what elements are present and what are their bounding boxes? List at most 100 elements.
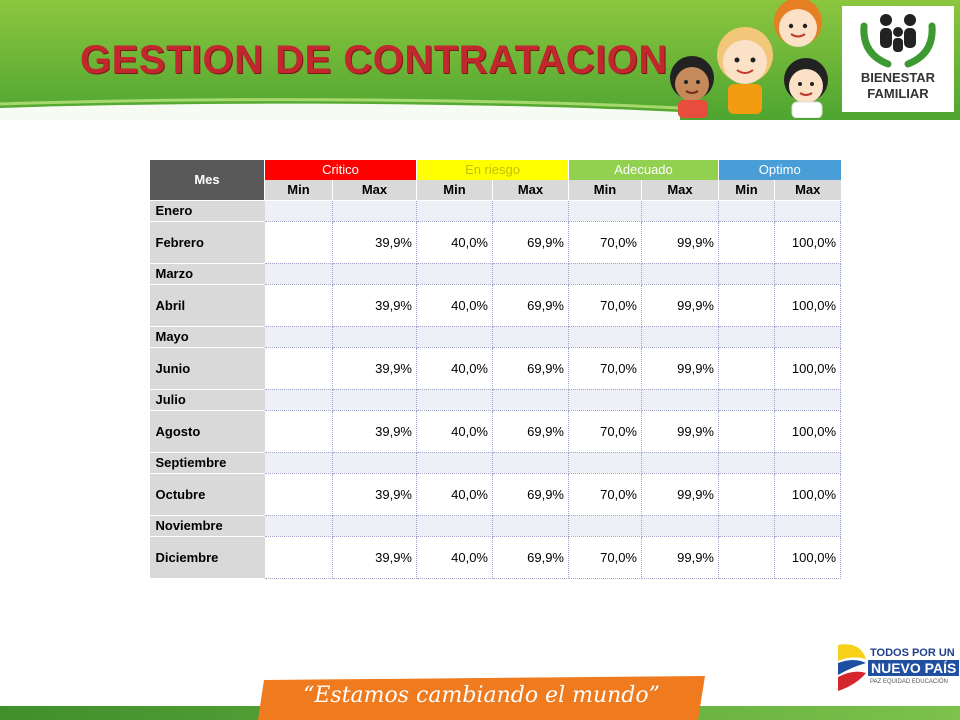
colombia-flag-icon	[838, 644, 866, 691]
value-cell	[568, 452, 642, 474]
value-cell	[492, 200, 569, 222]
max-header: Max	[641, 179, 719, 201]
value-cell: 69,9%	[492, 473, 569, 516]
value-cell: 100,0%	[774, 284, 841, 327]
header-band: GESTION DE CONTRATACION	[0, 0, 960, 120]
month-cell: Junio	[149, 347, 265, 390]
value-cell	[641, 452, 719, 474]
value-cell: 39,9%	[332, 221, 417, 264]
value-cell	[416, 452, 493, 474]
value-cell	[332, 263, 417, 285]
table-row: Enero	[149, 200, 841, 222]
table-row: Diciembre 39,9% 40,0% 69,9% 70,0% 99,9% …	[149, 536, 841, 579]
value-cell	[718, 452, 775, 474]
value-cell: 40,0%	[416, 221, 493, 264]
value-cell	[718, 263, 775, 285]
month-cell: Mayo	[149, 326, 265, 348]
min-header: Min	[718, 179, 775, 201]
category-header-en-riesgo: En riesgo	[416, 159, 569, 180]
value-cell: 100,0%	[774, 410, 841, 453]
value-cell	[264, 389, 333, 411]
value-cell	[264, 263, 333, 285]
value-cell: 40,0%	[416, 536, 493, 579]
table-row: Febrero 39,9% 40,0% 69,9% 70,0% 99,9% 10…	[149, 221, 841, 264]
value-cell: 39,9%	[332, 284, 417, 327]
value-cell	[264, 326, 333, 348]
value-cell	[264, 515, 333, 537]
value-cell: 39,9%	[332, 347, 417, 390]
table-row: Octubre 39,9% 40,0% 69,9% 70,0% 99,9% 10…	[149, 473, 841, 516]
min-header: Min	[568, 179, 642, 201]
value-cell	[774, 200, 841, 222]
value-cell: 99,9%	[641, 536, 719, 579]
value-cell	[416, 389, 493, 411]
month-cell: Septiembre	[149, 452, 265, 474]
value-cell	[416, 263, 493, 285]
gov-line-1: TODOS POR UN	[870, 647, 955, 659]
value-cell	[718, 326, 775, 348]
value-cell: 40,0%	[416, 284, 493, 327]
value-cell	[774, 263, 841, 285]
value-cell: 70,0%	[568, 536, 642, 579]
value-cell: 99,9%	[641, 473, 719, 516]
value-cell	[332, 452, 417, 474]
month-cell: Julio	[149, 389, 265, 411]
value-cell	[264, 200, 333, 222]
month-cell: Febrero	[149, 221, 265, 264]
value-cell	[264, 410, 333, 453]
logo-line-2: FAMILIAR	[867, 86, 929, 101]
value-cell: 40,0%	[416, 473, 493, 516]
value-cell	[568, 326, 642, 348]
max-header: Max	[774, 179, 841, 201]
month-cell: Enero	[149, 200, 265, 222]
table-row: Abril 39,9% 40,0% 69,9% 70,0% 99,9% 100,…	[149, 284, 841, 327]
value-cell	[332, 515, 417, 537]
value-cell	[264, 536, 333, 579]
value-cell	[332, 200, 417, 222]
value-cell	[641, 200, 719, 222]
bienestar-familiar-logo: BIENESTAR FAMILIAR	[842, 6, 954, 112]
month-cell: Abril	[149, 284, 265, 327]
slogan-banner	[258, 676, 705, 720]
table-row: Julio	[149, 389, 841, 411]
value-cell: 69,9%	[492, 284, 569, 327]
category-header-critico: Critico	[264, 159, 417, 180]
family-icon	[860, 14, 936, 68]
value-cell	[264, 473, 333, 516]
table-row: Marzo	[149, 263, 841, 285]
value-cell	[718, 221, 775, 264]
value-cell	[492, 452, 569, 474]
table-row: Junio 39,9% 40,0% 69,9% 70,0% 99,9% 100,…	[149, 347, 841, 390]
value-cell: 100,0%	[774, 221, 841, 264]
gov-line-3: PAZ EQUIDAD EDUCACIÓN	[870, 679, 948, 685]
value-cell: 40,0%	[416, 410, 493, 453]
value-cell	[492, 515, 569, 537]
value-cell	[492, 326, 569, 348]
value-cell	[568, 515, 642, 537]
value-cell: 39,9%	[332, 536, 417, 579]
table-row: Mayo	[149, 326, 841, 348]
value-cell	[492, 263, 569, 285]
value-cell: 69,9%	[492, 347, 569, 390]
value-cell	[568, 263, 642, 285]
value-cell	[774, 452, 841, 474]
table-row: Noviembre	[149, 515, 841, 537]
value-cell	[264, 221, 333, 264]
value-cell	[264, 347, 333, 390]
value-cell: 99,9%	[641, 284, 719, 327]
value-cell: 70,0%	[568, 347, 642, 390]
min-header: Min	[416, 179, 493, 201]
value-cell	[264, 284, 333, 327]
table-row: Septiembre	[149, 452, 841, 474]
category-header-adecuado: Adecuado	[568, 159, 719, 180]
value-cell	[416, 515, 493, 537]
value-cell	[641, 263, 719, 285]
value-cell	[416, 200, 493, 222]
value-cell: 70,0%	[568, 221, 642, 264]
value-cell: 69,9%	[492, 536, 569, 579]
value-cell	[718, 389, 775, 411]
value-cell	[774, 326, 841, 348]
value-cell: 39,9%	[332, 410, 417, 453]
month-cell: Diciembre	[149, 536, 265, 579]
thresholds-table: Mes Critico En riesgo Adecuado Optimo Mi…	[149, 159, 841, 579]
